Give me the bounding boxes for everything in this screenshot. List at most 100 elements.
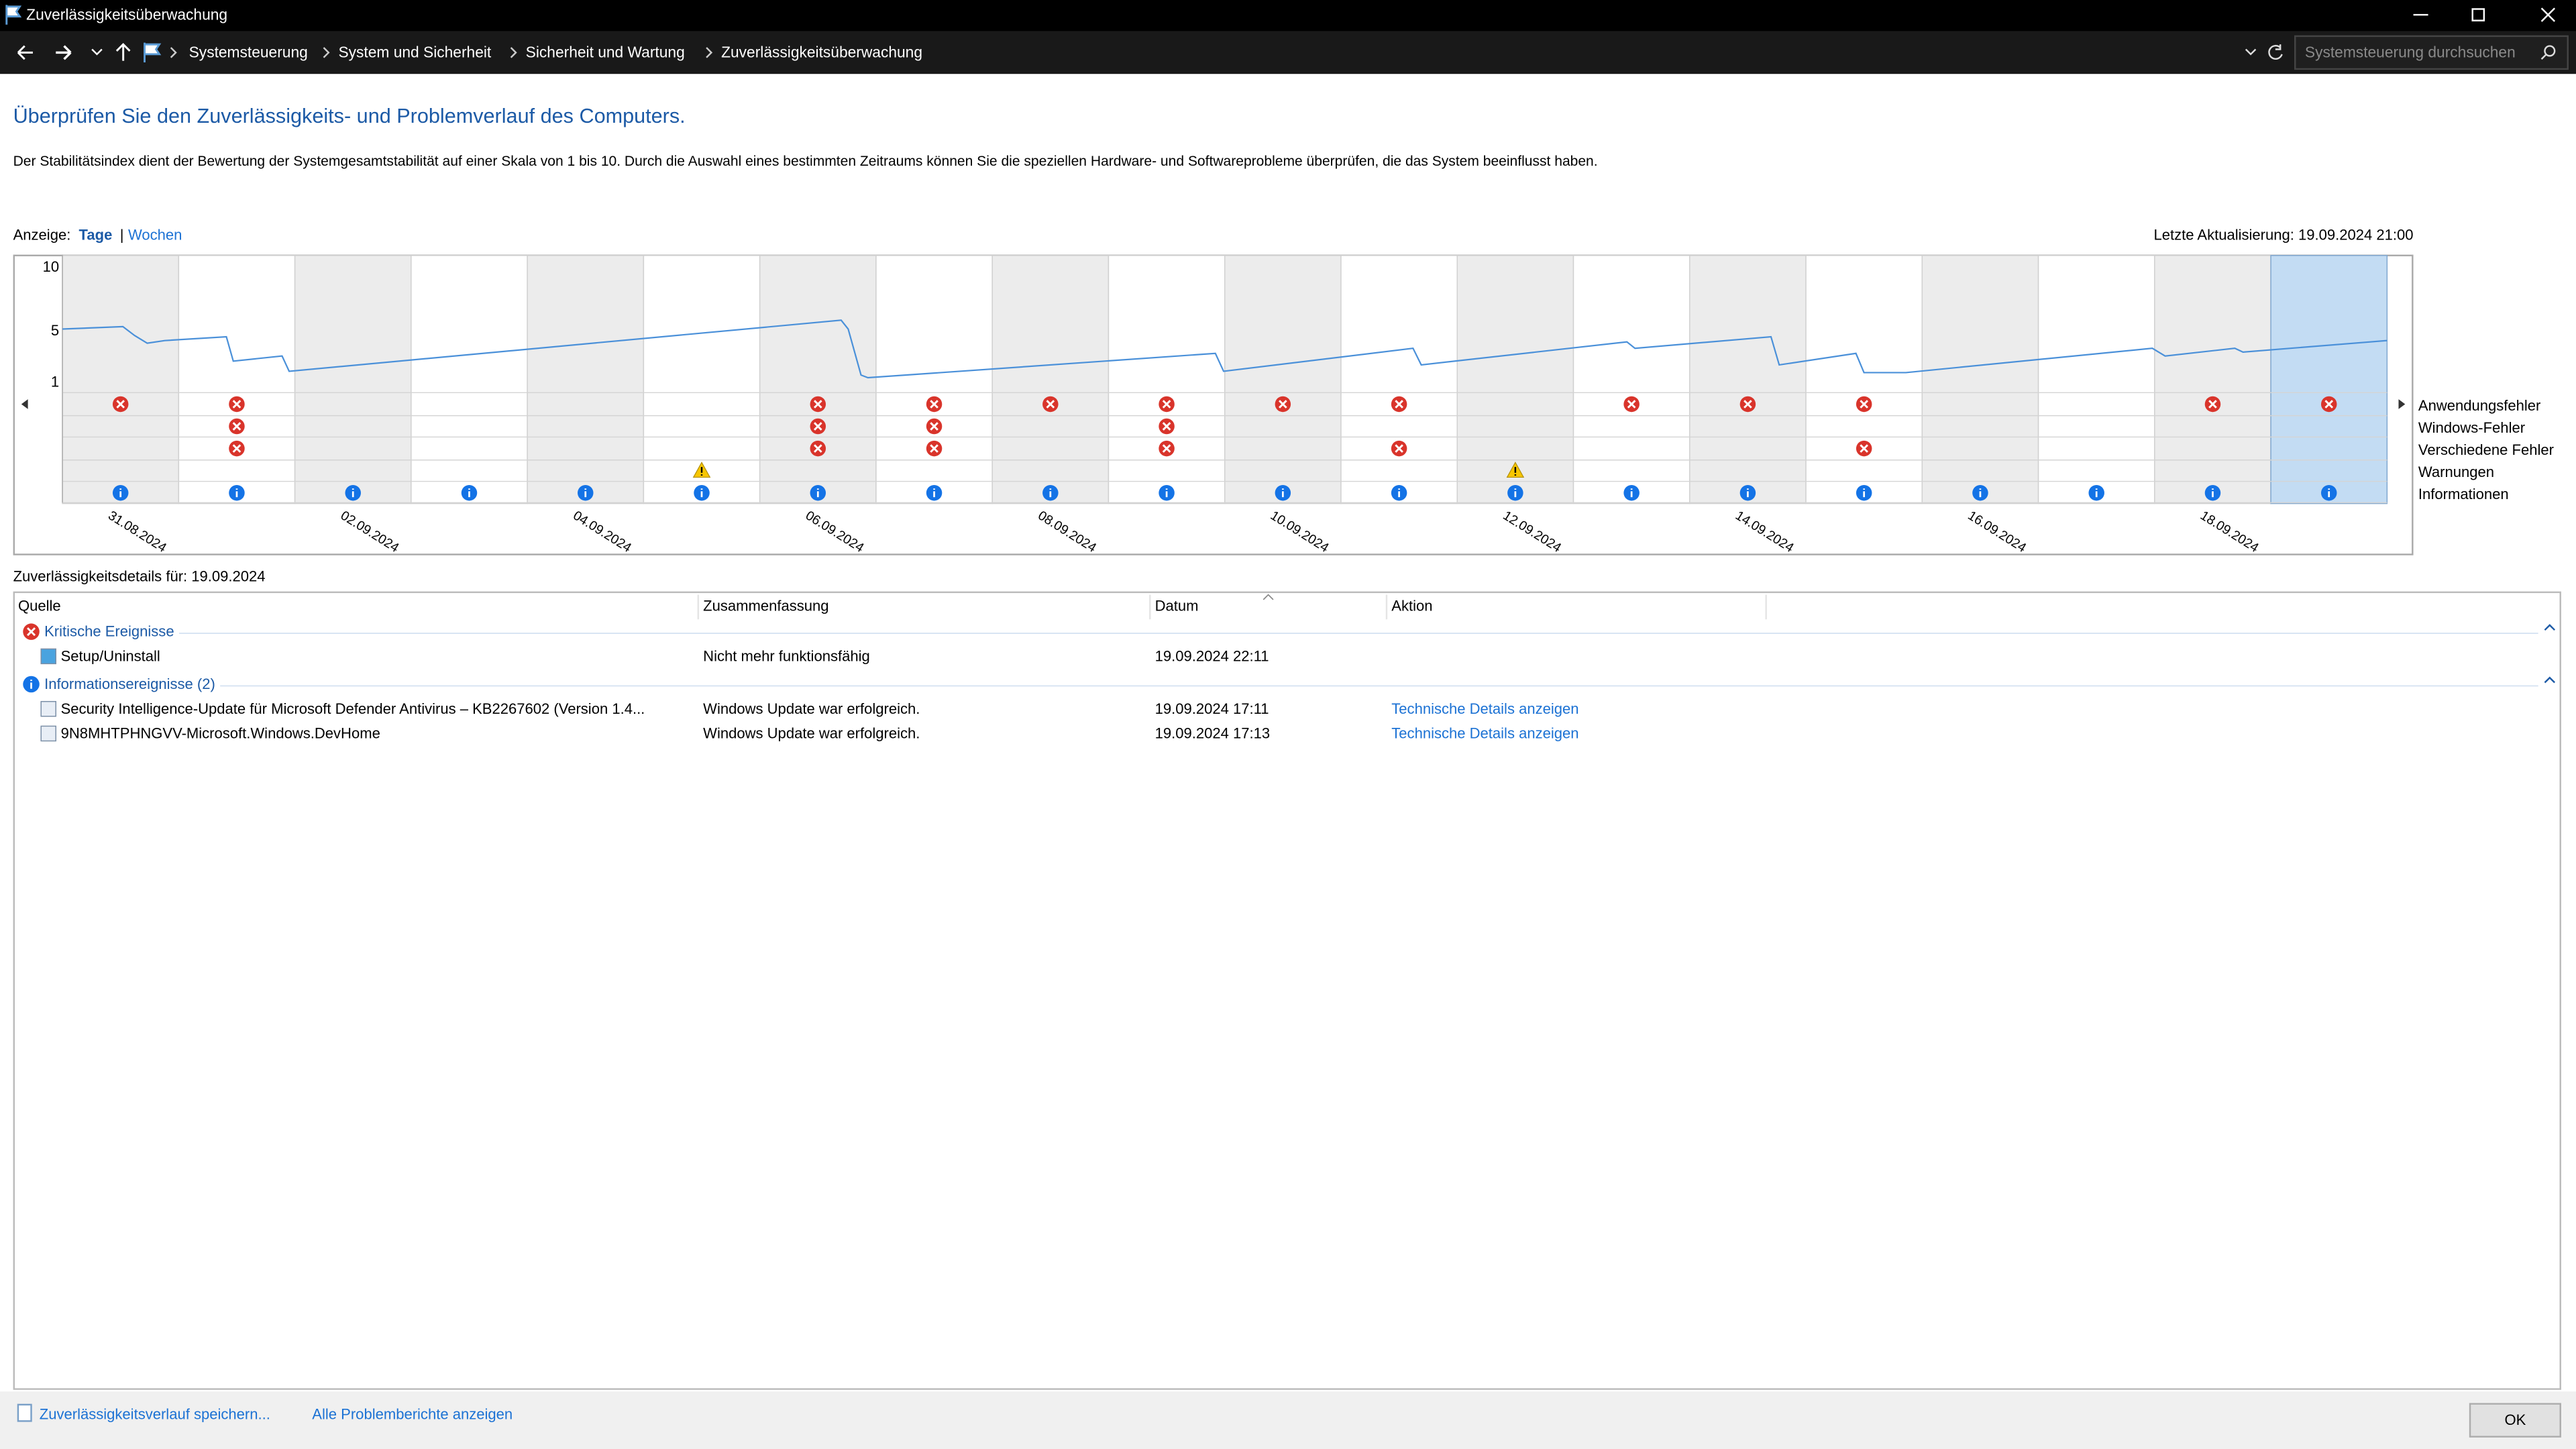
column-header[interactable]: Quelle <box>18 598 61 614</box>
info-icon <box>578 484 594 501</box>
day-column[interactable] <box>875 255 993 504</box>
info-icon <box>112 484 129 501</box>
details-table <box>13 591 2561 1390</box>
description: Der Stabilitätsindex dient der Bewertung… <box>13 154 1598 169</box>
info-icon <box>1856 484 1872 501</box>
info-icon <box>23 676 40 693</box>
scroll-right[interactable] <box>2398 399 2406 409</box>
row-label: Anwendungsfehler <box>2418 397 2541 414</box>
day-column[interactable] <box>1224 255 1342 504</box>
error-cross <box>2208 400 2217 409</box>
error-icon <box>229 440 245 457</box>
forward-button[interactable] <box>56 45 72 60</box>
view-weeks[interactable]: Wochen <box>128 226 182 243</box>
info-icon <box>461 484 478 501</box>
info-icon <box>229 484 245 501</box>
row-label: Warnungen <box>2418 464 2494 480</box>
day-column[interactable] <box>62 255 180 504</box>
error-cross <box>813 422 822 431</box>
up-button[interactable] <box>115 43 131 61</box>
error-cross <box>930 400 938 409</box>
info-icon <box>1507 484 1523 501</box>
error-icon <box>1623 396 1640 413</box>
day-column[interactable] <box>1921 255 2039 504</box>
back-button[interactable] <box>17 45 33 60</box>
day-column[interactable] <box>527 255 645 504</box>
day-column[interactable] <box>1805 255 1923 504</box>
ok-button[interactable] <box>2469 1403 2561 1438</box>
sort-indicator <box>1263 594 1274 600</box>
error-icon <box>1739 396 1756 413</box>
column-header[interactable]: Aktion <box>1391 598 1432 614</box>
error-cross <box>1395 444 1403 453</box>
chevron <box>323 47 330 58</box>
close-button[interactable] <box>2540 7 2556 22</box>
day-column[interactable] <box>1340 255 1458 504</box>
row-label: Informationen <box>2418 486 2509 502</box>
error-cross <box>1860 444 1869 453</box>
breadcrumb-item[interactable]: Zuverlässigkeitsüberwachung <box>721 44 922 61</box>
error-cross <box>232 422 241 431</box>
details-title: Zuverlässigkeitsdetails für: 19.09.2024 <box>13 568 266 585</box>
row-icon <box>40 700 56 717</box>
day-column[interactable] <box>1689 255 1807 504</box>
maximize-button[interactable] <box>2471 8 2485 21</box>
error-icon <box>1275 396 1291 413</box>
error-icon <box>926 396 943 413</box>
group-header[interactable]: Informationsereignisse (2) <box>44 676 215 692</box>
day-column[interactable] <box>1572 255 1690 504</box>
group-header[interactable]: Kritische Ereignisse <box>44 623 174 640</box>
y-tick-label: 10 <box>43 258 60 275</box>
info-icon <box>810 484 826 501</box>
collapse-button[interactable] <box>2544 624 2556 631</box>
day-column[interactable] <box>2154 255 2271 504</box>
view-label: Anzeige: <box>13 226 71 243</box>
view-days[interactable]: Tage <box>79 226 113 243</box>
collapse-button[interactable] <box>2544 676 2556 684</box>
row-date: 19.09.2024 22:11 <box>1155 647 1269 664</box>
info-icon <box>694 484 710 501</box>
breadcrumb-item[interactable]: System und Sicherheit <box>338 44 491 61</box>
column-header[interactable]: Datum <box>1155 598 1199 614</box>
reliability-chart: 10 5 1 Anwendungsfehler Windows-Fehler Versch… <box>13 254 2554 555</box>
error-icon <box>2204 396 2221 413</box>
error-cross <box>1860 400 1869 409</box>
row-action[interactable]: Technische Details anzeigen <box>1391 700 1578 717</box>
error-cross <box>1162 422 1171 431</box>
info-icon <box>2088 484 2104 501</box>
day-column[interactable] <box>178 255 296 504</box>
error-cross <box>26 627 36 637</box>
address-dropdown[interactable] <box>2245 48 2257 56</box>
search-box[interactable] <box>2294 35 2569 70</box>
footer-link[interactable]: Alle Problemberichte anzeigen <box>312 1406 513 1423</box>
error-cross <box>930 422 938 431</box>
row-action[interactable]: Technische Details anzeigen <box>1391 725 1578 742</box>
refresh-button[interactable] <box>2268 44 2283 60</box>
error-cross <box>1395 400 1403 409</box>
footer-link[interactable]: Zuverlässigkeitsverlauf speichern... <box>40 1406 270 1423</box>
history-dropdown[interactable] <box>91 48 103 56</box>
column-header[interactable]: Zusammenfassung <box>703 598 828 614</box>
error-icon <box>1159 396 1175 413</box>
address-bar <box>0 31 2576 74</box>
warning-icon <box>692 462 711 478</box>
breadcrumb-item[interactable]: Systemsteuerung <box>189 44 308 61</box>
heading: Überprüfen Sie den Zuverlässigkeits- und… <box>13 105 686 127</box>
day-column[interactable] <box>294 255 412 504</box>
day-column[interactable] <box>759 255 877 504</box>
search-placeholder: Systemsteuerung durchsuchen <box>2305 44 2516 61</box>
info-icon <box>2204 484 2221 501</box>
day-column[interactable] <box>991 255 1110 504</box>
error-icon <box>926 440 943 457</box>
info-icon <box>345 484 361 501</box>
error-icon <box>2320 396 2337 413</box>
row-source: Security Intelligence-Update für Microso… <box>61 700 645 717</box>
selected-column[interactable] <box>2270 255 2388 504</box>
day-column[interactable] <box>411 255 528 504</box>
scroll-left[interactable] <box>21 399 28 409</box>
day-column[interactable] <box>2037 255 2155 504</box>
breadcrumb-item[interactable]: Sicherheit und Wartung <box>526 44 685 61</box>
row-label: Verschiedene Fehler <box>2418 441 2554 458</box>
day-column[interactable] <box>1108 255 1226 504</box>
